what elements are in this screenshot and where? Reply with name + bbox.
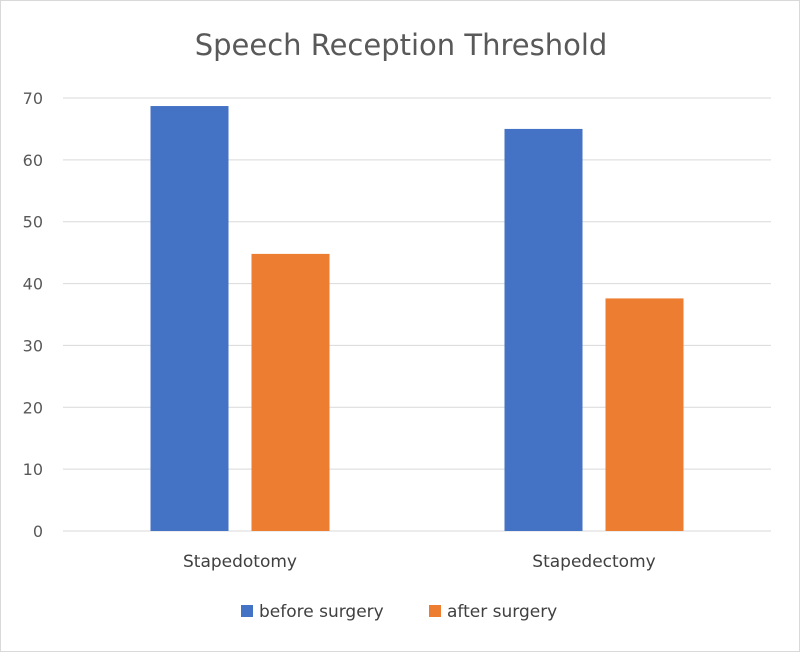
legend-label: before surgery <box>259 602 384 622</box>
y-tick-label: 0 <box>33 522 43 541</box>
y-tick-label: 10 <box>23 460 43 479</box>
legend: before surgery after surgery <box>241 602 557 622</box>
bar-before-surgery-stapedotomy <box>150 106 229 531</box>
y-tick-label: 40 <box>23 275 43 294</box>
bars <box>150 106 684 531</box>
bar-after-surgery-stapedotomy <box>251 253 330 531</box>
y-tick-label: 60 <box>23 151 43 170</box>
legend-label: after surgery <box>447 602 557 622</box>
legend-swatch <box>241 605 253 617</box>
y-tick-label: 20 <box>23 398 43 417</box>
y-axis: 0 10 20 30 40 50 60 70 <box>23 89 43 541</box>
bar-after-surgery-stapedectomy <box>605 298 684 531</box>
y-tick-label: 30 <box>23 336 43 355</box>
x-category-label: Stapedectomy <box>532 552 655 572</box>
x-axis: Stapedotomy Stapedectomy <box>183 552 656 572</box>
y-tick-label: 50 <box>23 213 43 232</box>
bar-before-surgery-stapedectomy <box>504 128 583 531</box>
y-tick-label: 70 <box>23 89 43 108</box>
legend-swatch <box>429 605 441 617</box>
chart-title: Speech Reception Threshold <box>195 28 608 62</box>
x-category-label: Stapedotomy <box>183 552 297 572</box>
